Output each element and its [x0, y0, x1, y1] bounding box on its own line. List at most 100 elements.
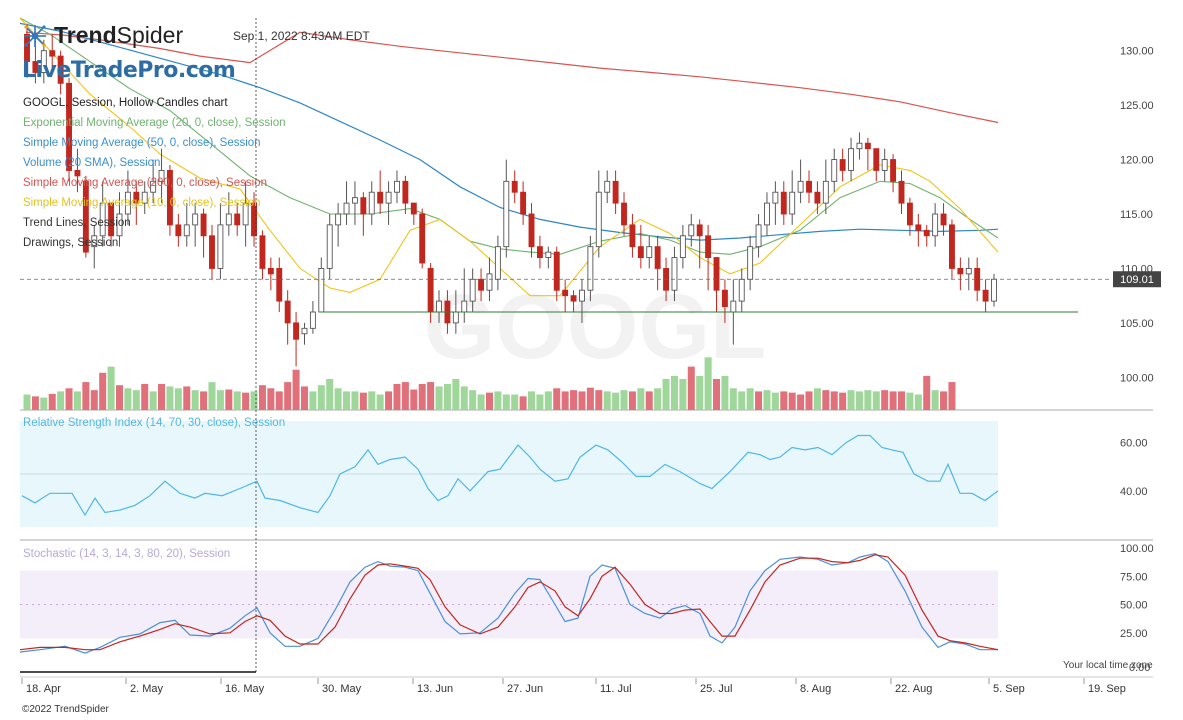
candle-body: [587, 246, 594, 291]
price-tick-label: 120.00: [1120, 155, 1154, 167]
candle-body: [940, 213, 947, 226]
candle-body: [108, 202, 115, 237]
volume-bar: [40, 397, 48, 410]
volume-bar: [721, 375, 729, 410]
candle-body: [40, 50, 47, 73]
volume-bar: [738, 391, 746, 410]
last-price-label: 109.01: [1120, 274, 1154, 286]
legend-entry[interactable]: Simple Moving Average (200, 0, close), S…: [23, 177, 267, 189]
candle-body: [873, 148, 880, 171]
volume-bar: [317, 385, 325, 410]
volume-bar: [696, 375, 704, 410]
legend-entry[interactable]: Trend Lines, Session: [23, 217, 131, 229]
volume-bar: [124, 388, 132, 410]
candle-body: [629, 224, 636, 248]
volume-bar: [452, 379, 460, 410]
volume-bar: [359, 392, 367, 410]
rsi-line: [21, 434, 999, 517]
candle-body: [713, 257, 720, 291]
rsi-tick-label: 40.00: [1120, 486, 1148, 498]
volume-bar: [729, 388, 737, 410]
candle-body: [385, 191, 392, 204]
volume-bar: [889, 391, 897, 410]
volume-bar: [200, 391, 208, 410]
volume-bar: [334, 388, 342, 410]
legend-entry[interactable]: Volume (20 SMA), Session: [23, 157, 161, 169]
volume-bar: [855, 391, 863, 410]
candle-body: [747, 246, 754, 280]
volume-bar: [914, 394, 922, 410]
candle-body: [200, 213, 207, 237]
candle-body: [343, 202, 350, 215]
sma50-line: [19, 22, 999, 241]
volume-bar: [788, 392, 796, 410]
candle-body: [318, 267, 325, 313]
legend-entry[interactable]: GOOGL, Session, Hollow Candles chart: [23, 97, 228, 109]
candle-body: [923, 229, 930, 237]
candle-body: [335, 213, 342, 226]
candle-body: [486, 273, 493, 291]
volume-bar: [519, 396, 527, 410]
x-tick-label: 18. Apr: [26, 683, 61, 695]
volume-bar: [166, 386, 174, 410]
indicator-legend: GOOGL, Session, Hollow Candles chart Expo…: [23, 93, 286, 253]
legend-entry[interactable]: Drawings, Session: [23, 237, 119, 249]
stoch-tick-label: 50.00: [1120, 600, 1148, 612]
candle-body: [242, 202, 249, 226]
candle-body: [864, 142, 871, 150]
candle-body: [595, 191, 602, 248]
candle-body: [898, 180, 905, 204]
legend-entry[interactable]: Simple Moving Average (50, 0, close), Se…: [23, 137, 261, 149]
candle-body: [410, 202, 417, 215]
volume-bar: [174, 388, 182, 410]
volume-bar: [191, 390, 199, 410]
candle-body: [511, 180, 518, 193]
price-tick-label: 115.00: [1120, 209, 1153, 221]
candle-body: [553, 251, 560, 291]
stoch-tick-label: 25.00: [1120, 628, 1148, 640]
ema20-line: [19, 17, 999, 255]
candle-body: [520, 191, 527, 215]
volume-bar: [755, 391, 763, 410]
volume-bar: [805, 391, 813, 410]
volume-bar: [553, 388, 561, 410]
volume-bar: [839, 392, 847, 410]
last-price-tag: [1113, 271, 1161, 288]
candle-body: [764, 202, 770, 226]
livetradepro-watermark: LiveTradePro.com: [22, 58, 236, 83]
volume-bar: [393, 383, 401, 410]
brand-name-light: Spider: [116, 22, 184, 48]
legend-entry[interactable]: Simple Moving Average (10, 0, close), Se…: [23, 197, 261, 209]
volume-bar: [797, 394, 805, 410]
candle-body: [965, 267, 972, 275]
volume-bar: [662, 379, 670, 410]
candle-body: [326, 224, 333, 269]
stoch-k-line: [19, 552, 998, 654]
x-tick-label: 16. May: [225, 683, 265, 695]
volume-bar: [898, 391, 906, 410]
volume-bar: [746, 388, 754, 410]
candle-body: [839, 159, 846, 171]
candle-body: [789, 191, 796, 215]
candle-body: [377, 191, 384, 204]
candle-body: [394, 180, 400, 193]
candle-body: [705, 235, 712, 259]
volume-bar: [267, 388, 275, 410]
volume-bar: [923, 375, 931, 410]
candle-body: [637, 246, 644, 259]
candle-body: [806, 180, 812, 193]
volume-bar: [822, 390, 830, 410]
local-time-zone-label[interactable]: Your local time zone: [1063, 660, 1153, 671]
legend-entry[interactable]: Exponential Moving Average (20, 0, close…: [23, 117, 286, 129]
rsi-legend: Relative Strength Index (14, 70, 30, clo…: [23, 417, 285, 429]
candle-body: [284, 300, 291, 324]
candle-body: [141, 191, 148, 204]
volume-bar: [502, 394, 510, 410]
volume-bar: [906, 392, 914, 410]
candle-body: [982, 289, 989, 302]
candle-body: [604, 180, 611, 193]
stoch-tick-label: 75.00: [1120, 571, 1148, 583]
candle-body: [82, 180, 89, 253]
candle-body: [301, 327, 308, 335]
